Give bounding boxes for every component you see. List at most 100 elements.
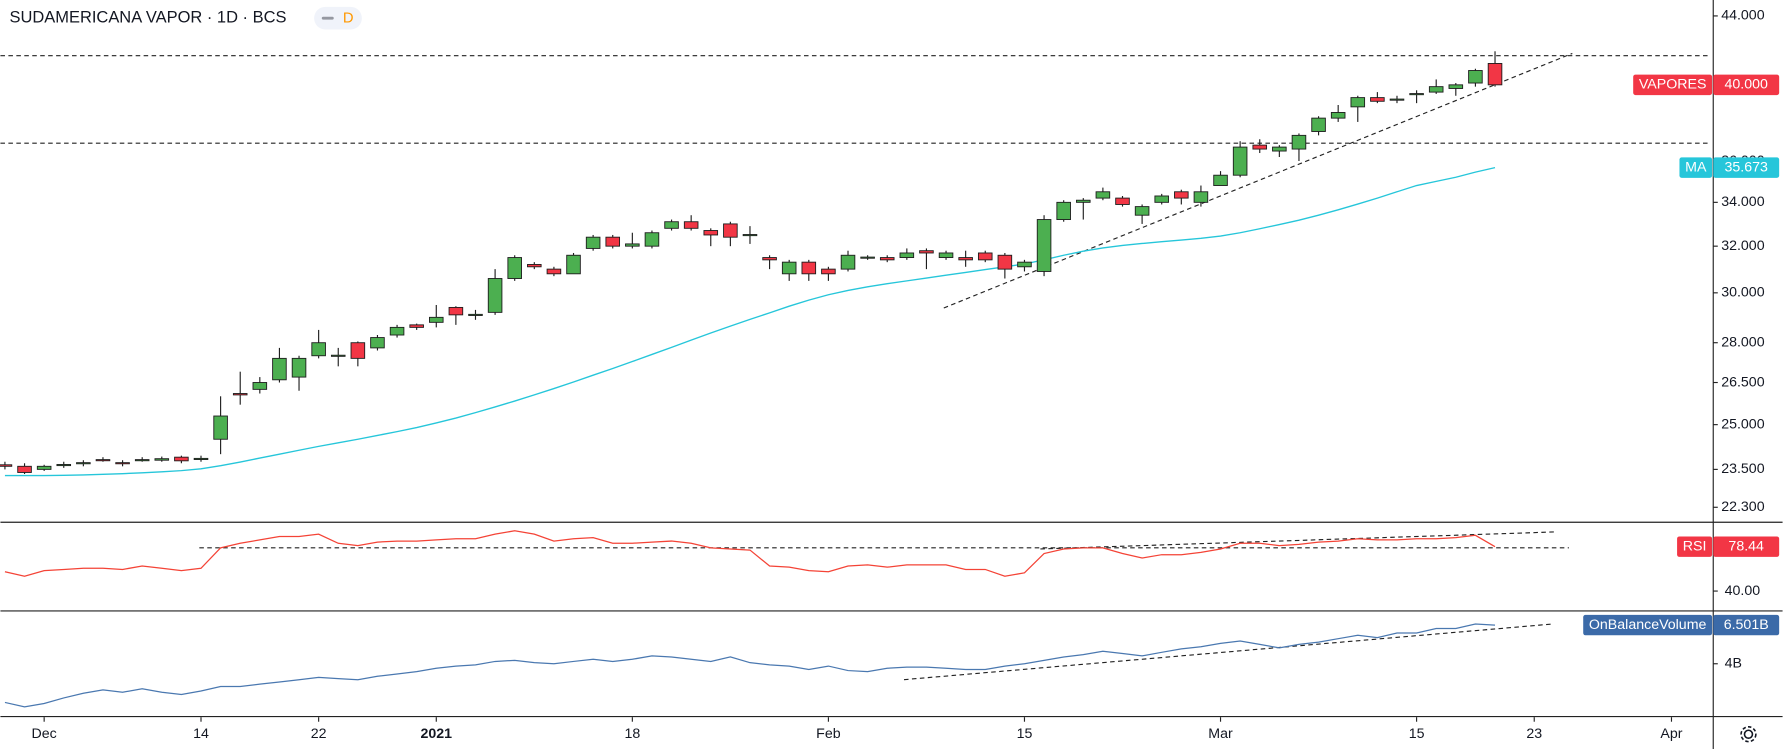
candle-body [370,337,385,349]
y-tick-label: 4B [1725,656,1742,672]
x-tick-label: 2021 [420,726,452,742]
candle-body [1232,146,1248,176]
candle-body [899,252,915,259]
candle-body [174,456,189,462]
candle-body [546,268,562,275]
chart-title: SUDAMERICANA VAPOR · 1D · BCS [10,9,287,27]
y-tick-label: 28.000 [1721,334,1765,350]
candle-body [585,236,601,249]
badge-text: D [343,11,354,27]
settings-icon[interactable] [1740,726,1757,743]
candle-body [1193,191,1209,203]
candle-body [1174,191,1189,199]
tag-name-box [1633,74,1713,96]
candle-body [350,342,366,359]
x-tick-label: 14 [193,726,209,742]
candle-body [311,342,326,357]
candle-body [1448,84,1464,89]
candle-body [664,221,679,229]
candle-body [1154,195,1169,203]
candle-body [1036,219,1052,272]
tag-value-box [1713,74,1780,96]
candle-body [879,257,895,261]
candle-body [781,261,797,275]
candle-body [1468,70,1483,84]
y-tick-label: 26.500 [1721,374,1765,390]
badge[interactable] [314,6,362,30]
candle-body [193,457,209,460]
x-tick-label: 22 [311,726,327,742]
candle-body [1330,112,1346,119]
candle-body [1428,86,1444,93]
candle-body [409,324,424,328]
tag-name-box [1677,536,1713,557]
y-tick-label: 40.00 [1725,583,1761,599]
candle-body [232,393,248,396]
y-tick-label: 32.000 [1721,238,1765,254]
candle-body [154,458,170,461]
tag-value: 78.44 [1728,538,1764,554]
x-tick-label: Apr [1660,726,1682,742]
candle-body [56,464,72,467]
candle-body [1252,144,1268,150]
candle-body [487,278,503,313]
y-tick-label: 34.000 [1721,194,1765,210]
tag-value: 40.000 [1724,77,1768,93]
candle-body [252,382,268,390]
candle-body [683,221,699,229]
candle-body [134,459,150,462]
candle-body [1056,201,1071,221]
candle-body [938,252,954,259]
candle-body [17,465,32,473]
candle-body [742,234,758,237]
y-tick-label: 30.000 [1721,285,1765,301]
candle-body [801,261,817,275]
tag-name-box [1583,614,1713,636]
tag-name-box [1679,157,1713,178]
candle-body [821,268,836,275]
tag-value: 35.673 [1724,159,1768,175]
x-tick-label: Feb [816,726,841,742]
candle-body [919,250,934,254]
candle-body [977,252,993,261]
candle-body [0,464,13,467]
candle-body [1370,97,1385,102]
tag-name: RSI [1683,538,1707,554]
y-tick-label: 44.000 [1721,8,1765,24]
x-tick-label: 15 [1017,726,1033,742]
candle-body [429,316,444,323]
x-tick-label: Mar [1208,726,1233,742]
ma-line [4,166,1496,477]
y-tick-label: 25.000 [1721,416,1765,432]
candle-body [997,254,1013,270]
candle-body [76,462,91,465]
candle-body [1134,206,1150,216]
x-tick-label: 23 [1526,726,1542,742]
candle-body [1095,191,1111,199]
candle-body [860,256,875,259]
candle-body [1076,199,1091,203]
candle-body [527,264,542,268]
candle-body [1017,261,1032,268]
candle-body [566,254,581,275]
candle-body [291,357,307,378]
trend-line [1040,531,1556,550]
candle-body [625,243,640,247]
x-tick-label: 15 [1409,726,1425,742]
tag-value: 6.501B [1724,617,1769,633]
candle-body [1311,117,1326,132]
candle-body [1115,197,1130,205]
candle-body [115,462,130,465]
candle-body [1291,134,1307,150]
candle-body [1272,146,1287,152]
candle-body [468,313,483,316]
candle-body [605,236,621,247]
candle-body [272,357,287,381]
indicator-line [4,530,1496,577]
indicator-line [4,623,1496,708]
candle-body [762,257,777,261]
candle-body [1487,63,1503,86]
